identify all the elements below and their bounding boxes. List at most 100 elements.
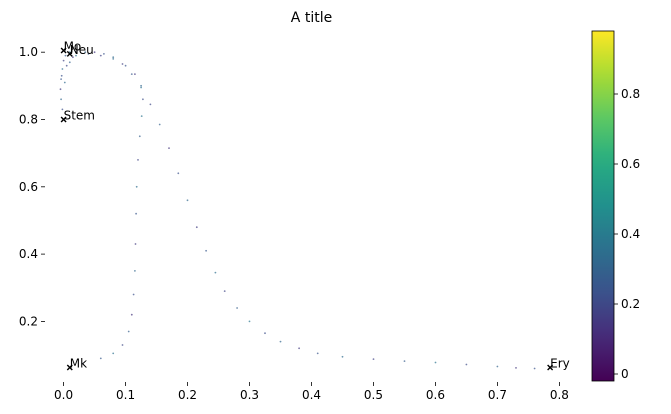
node-marker-mo — [60, 47, 67, 54]
trajectory-point — [186, 199, 189, 202]
trajectory-point — [177, 172, 180, 175]
trajectory-point — [121, 63, 124, 65]
x-tick-label: 0.0 — [54, 388, 73, 402]
trajectory-point — [434, 361, 437, 364]
trajectory-point — [75, 54, 77, 57]
trajectory-point — [72, 56, 74, 59]
trajectory-point — [135, 212, 138, 215]
x-axis: 0.0 0.1 0.2 0.3 0.4 0.5 0.6 0.7 0.8 — [54, 382, 569, 402]
trajectory-point — [60, 78, 62, 80]
trajectory-point — [75, 51, 77, 54]
trajectory-point — [158, 123, 161, 126]
trajectory-point — [195, 226, 198, 229]
trajectory-point — [214, 271, 217, 274]
x-tick-label: 0.6 — [426, 388, 445, 402]
trajectory-point — [103, 53, 105, 55]
trajectory-point — [533, 367, 536, 370]
trajectory-point — [127, 330, 130, 333]
trajectory-point — [61, 108, 64, 111]
trajectory-point — [279, 340, 282, 343]
trajectory-point — [137, 159, 139, 161]
trajectory-point — [168, 147, 170, 150]
colorbar: 0 0.2 0.4 0.6 0.8 — [591, 30, 640, 382]
node-label: Mo — [64, 40, 82, 54]
trajectory-point — [248, 320, 251, 323]
trajectory-point — [130, 73, 133, 75]
node-marker-mk — [66, 364, 73, 371]
trajectory-point — [372, 358, 375, 360]
trajectory-point — [496, 365, 499, 368]
x-tick-label: 0.5 — [364, 388, 383, 402]
x-marker — [66, 50, 73, 57]
node-marker-ery — [547, 364, 554, 371]
trajectory-point — [124, 64, 127, 67]
y-axis: 0.2 0.4 0.6 0.8 1.0 — [19, 45, 45, 328]
node-marker-stem — [60, 116, 67, 123]
colorbar-strip — [591, 30, 615, 382]
node-label: Neu — [70, 43, 94, 57]
trajectory-point — [99, 54, 102, 57]
trajectory-point — [135, 185, 138, 188]
trajectory-point — [205, 249, 208, 252]
trajectory-point — [341, 355, 344, 358]
colorbar-tick-label: 0.8 — [621, 87, 640, 101]
trajectory-point — [149, 103, 152, 106]
x-tick-label: 0.2 — [178, 388, 197, 402]
y-tick-label: 0.4 — [19, 247, 38, 261]
trajectory-point — [223, 290, 226, 292]
y-tick-label: 1.0 — [19, 45, 38, 59]
x-tick-label: 0.8 — [550, 388, 569, 402]
trajectory-point — [65, 64, 68, 67]
trajectory-point — [121, 344, 124, 346]
trajectory-point — [61, 68, 64, 70]
trajectory-point — [112, 56, 115, 59]
trajectory-point — [138, 135, 141, 138]
trajectory-point — [140, 115, 143, 117]
trajectory-point — [62, 59, 65, 62]
node-label: Mk — [70, 357, 87, 371]
colorbar-tick-label: 0.6 — [621, 157, 640, 171]
y-tick-label: 0.6 — [19, 180, 38, 194]
trajectory-point — [132, 293, 135, 296]
trajectory-point — [59, 88, 62, 91]
trajectory-point — [465, 363, 468, 366]
node-label: Stem — [64, 109, 95, 123]
x-tick-label: 0.3 — [240, 388, 259, 402]
trajectory-point — [81, 362, 84, 365]
x-tick-label: 0.4 — [302, 388, 321, 402]
colorbar-tick-label: 0.4 — [621, 227, 640, 241]
trajectory-point — [63, 81, 66, 84]
x-marker — [547, 364, 554, 371]
trajectory-point — [112, 58, 115, 60]
trajectory-point — [134, 270, 136, 272]
y-tick-label: 0.2 — [19, 314, 38, 328]
trajectory-point — [515, 367, 517, 369]
trajectory-point — [68, 61, 71, 64]
trajectory-point — [140, 86, 143, 89]
node-label: Ery — [550, 357, 570, 371]
trajectory-point — [60, 98, 62, 101]
colorbar-tick-label: 0.2 — [621, 297, 640, 311]
colorbar-tick-label: 0 — [621, 367, 629, 381]
trajectory-point — [134, 73, 136, 75]
trajectory-point — [99, 357, 102, 360]
trajectory-point — [140, 84, 143, 87]
y-tick-label: 0.8 — [19, 113, 38, 127]
trajectory-point — [60, 74, 63, 77]
trajectory-point — [64, 54, 67, 57]
trajectory-point — [142, 98, 144, 101]
x-marker — [60, 116, 67, 123]
x-marker — [60, 47, 67, 54]
chart-title: A title — [291, 10, 332, 26]
x-tick-label: 0.1 — [116, 388, 135, 402]
trajectory-point — [130, 313, 133, 316]
trajectory-point — [134, 243, 137, 245]
trajectory-point — [84, 51, 87, 54]
x-marker — [66, 364, 73, 371]
trajectory-point — [264, 332, 266, 335]
node-marker-neu — [66, 50, 73, 57]
trajectory-point — [316, 352, 319, 355]
trajectory-point — [236, 307, 239, 309]
